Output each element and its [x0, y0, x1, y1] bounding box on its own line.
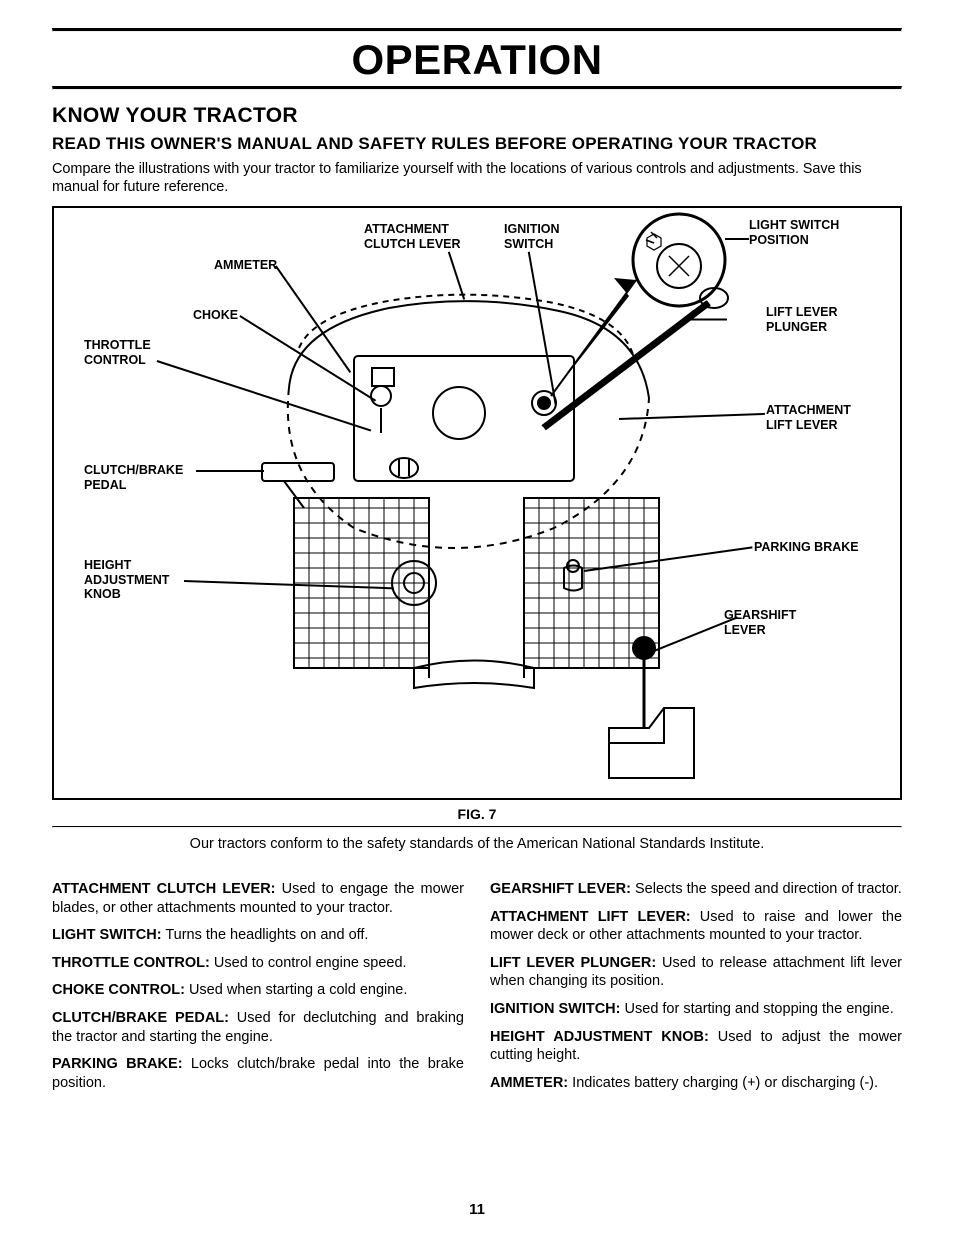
label-throttle-control: THROTTLE CONTROL	[84, 338, 151, 367]
title-underline	[52, 86, 902, 90]
def-height-adjustment-knob: HEIGHT ADJUSTMENT KNOB: Used to adjust t…	[490, 1028, 902, 1065]
intro-text: Compare the illustrations with your trac…	[52, 160, 902, 196]
def-light-switch: LIGHT SWITCH: Turns the headlights on an…	[52, 926, 464, 945]
def-clutch-brake-pedal: CLUTCH/BRAKE PEDAL: Used for declutching…	[52, 1009, 464, 1046]
def-parking-brake: PARKING BRAKE: Locks clutch/brake pedal …	[52, 1055, 464, 1092]
label-ammeter: AMMETER	[214, 258, 277, 272]
def-lift-lever-plunger: LIFT LEVER PLUNGER: Used to release atta…	[490, 954, 902, 991]
definitions-columns: ATTACHMENT CLUTCH LEVER: Used to engage …	[52, 880, 902, 1101]
figure-caption: FIG. 7	[52, 806, 902, 822]
label-light-switch-position: LIGHT SWITCH POSITION	[749, 218, 839, 247]
definitions-right: GEARSHIFT LEVER: Selects the speed and d…	[490, 880, 902, 1101]
def-choke-control: CHOKE CONTROL: Used when starting a cold…	[52, 981, 464, 1000]
page-number: 11	[0, 1201, 954, 1218]
definitions-left: ATTACHMENT CLUTCH LEVER: Used to engage …	[52, 880, 464, 1101]
section-title: KNOW YOUR TRACTOR	[52, 104, 902, 128]
def-ignition-switch: IGNITION SWITCH: Used for starting and s…	[490, 1000, 902, 1019]
label-gearshift-lever: GEARSHIFT LEVER	[724, 608, 796, 637]
page-title: OPERATION	[52, 36, 902, 84]
def-attachment-lift-lever: ATTACHMENT LIFT LEVER: Used to raise and…	[490, 908, 902, 945]
def-throttle-control: THROTTLE CONTROL: Used to control engine…	[52, 954, 464, 973]
sub-title: READ THIS OWNER'S MANUAL AND SAFETY RULE…	[52, 134, 902, 154]
label-parking-brake: PARKING BRAKE	[754, 540, 859, 554]
label-attachment-lift-lever: ATTACHMENT LIFT LEVER	[766, 403, 851, 432]
label-ignition-switch: IGNITION SWITCH	[504, 222, 560, 251]
label-lift-lever-plunger: LIFT LEVER PLUNGER	[766, 305, 838, 334]
top-rule	[52, 28, 902, 32]
figure-diagram: ATTACHMENT CLUTCH LEVER IGNITION SWITCH …	[52, 206, 902, 800]
label-attachment-clutch-lever: ATTACHMENT CLUTCH LEVER	[364, 222, 461, 251]
def-ammeter: AMMETER: Indicates battery charging (+) …	[490, 1074, 902, 1093]
def-gearshift-lever: GEARSHIFT LEVER: Selects the speed and d…	[490, 880, 902, 899]
label-choke: CHOKE	[193, 308, 238, 322]
mid-rule	[52, 826, 902, 828]
def-attachment-clutch-lever: ATTACHMENT CLUTCH LEVER: Used to engage …	[52, 880, 464, 917]
conformance-text: Our tractors conform to the safety stand…	[52, 836, 902, 852]
label-clutch-brake-pedal: CLUTCH/BRAKE PEDAL	[84, 463, 183, 492]
label-height-adjustment-knob: HEIGHT ADJUSTMENT KNOB	[84, 558, 169, 601]
tractor-dashboard-illustration	[54, 208, 902, 800]
